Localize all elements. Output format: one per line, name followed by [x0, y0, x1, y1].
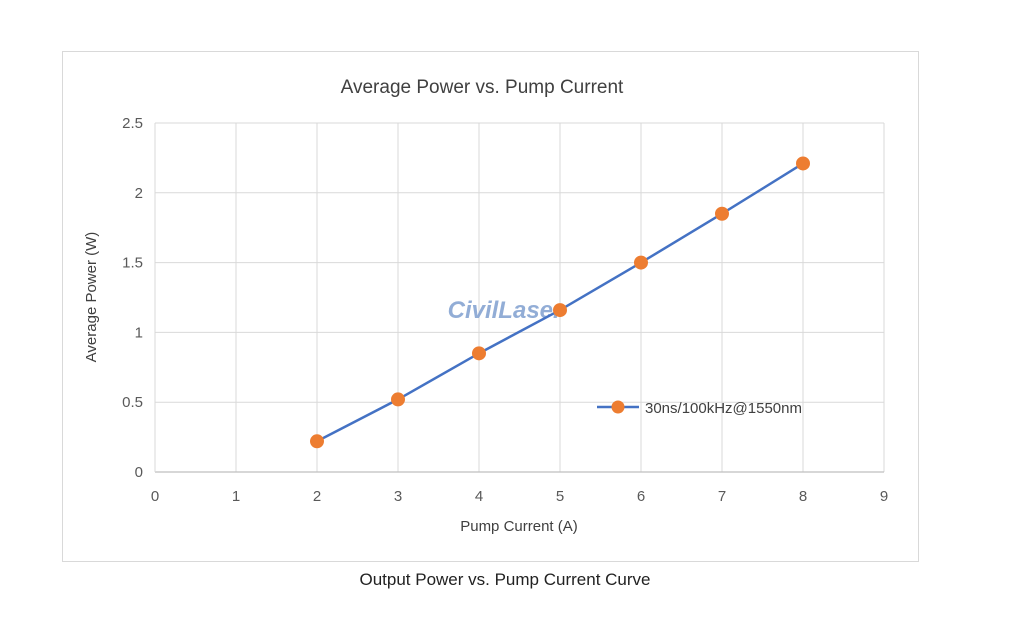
x-tick-labels: 0 1 2 3 4 5 6 7 8 9: [151, 488, 888, 505]
data-point: [553, 303, 567, 318]
y-tick-label: 0: [135, 464, 143, 481]
axes: [154, 123, 884, 473]
figure-caption: Output Power vs. Pump Current Curve: [359, 570, 651, 589]
x-tick-label: 3: [394, 488, 402, 505]
data-point: [796, 156, 810, 171]
data-point: [472, 346, 486, 361]
legend-marker-swatch: [611, 400, 625, 414]
x-tick-label: 4: [475, 488, 483, 505]
legend-label: 30ns/100kHz@1550nm: [645, 400, 802, 417]
legend: 30ns/100kHz@1550nm: [597, 400, 802, 417]
y-tick-labels: 0 0.5 1 1.5 2 2.5: [122, 115, 143, 481]
data-point: [391, 392, 405, 407]
y-tick-label: 0.5: [122, 394, 143, 411]
x-tick-label: 8: [799, 488, 807, 505]
x-tick-label: 0: [151, 488, 159, 505]
x-tick-label: 5: [556, 488, 564, 505]
x-tick-label: 9: [880, 488, 888, 505]
x-tick-label: 6: [637, 488, 645, 505]
grid: [155, 122, 885, 472]
y-axis-label: Average Power (W): [83, 232, 100, 363]
chart-title: Average Power vs. Pump Current: [341, 77, 624, 98]
svg-text:CivilLaser: CivilLaser: [448, 297, 564, 324]
x-tick-label: 1: [232, 488, 240, 505]
y-tick-label: 1: [135, 324, 143, 341]
data-point: [310, 434, 324, 449]
y-tick-label: 1.5: [122, 255, 143, 272]
chart-frame: [62, 51, 919, 562]
series-30ns-100khz-1550nm: [310, 156, 810, 449]
x-axis-label: Pump Current (A): [460, 518, 578, 535]
y-tick-label: 2: [135, 185, 143, 202]
x-tick-label: 2: [313, 488, 321, 505]
x-tick-label: 7: [718, 488, 726, 505]
data-point: [634, 255, 648, 270]
civillaser-watermark-logo: CivilLaser: [448, 297, 564, 324]
y-tick-label: 2.5: [122, 115, 143, 132]
data-point: [715, 206, 729, 221]
